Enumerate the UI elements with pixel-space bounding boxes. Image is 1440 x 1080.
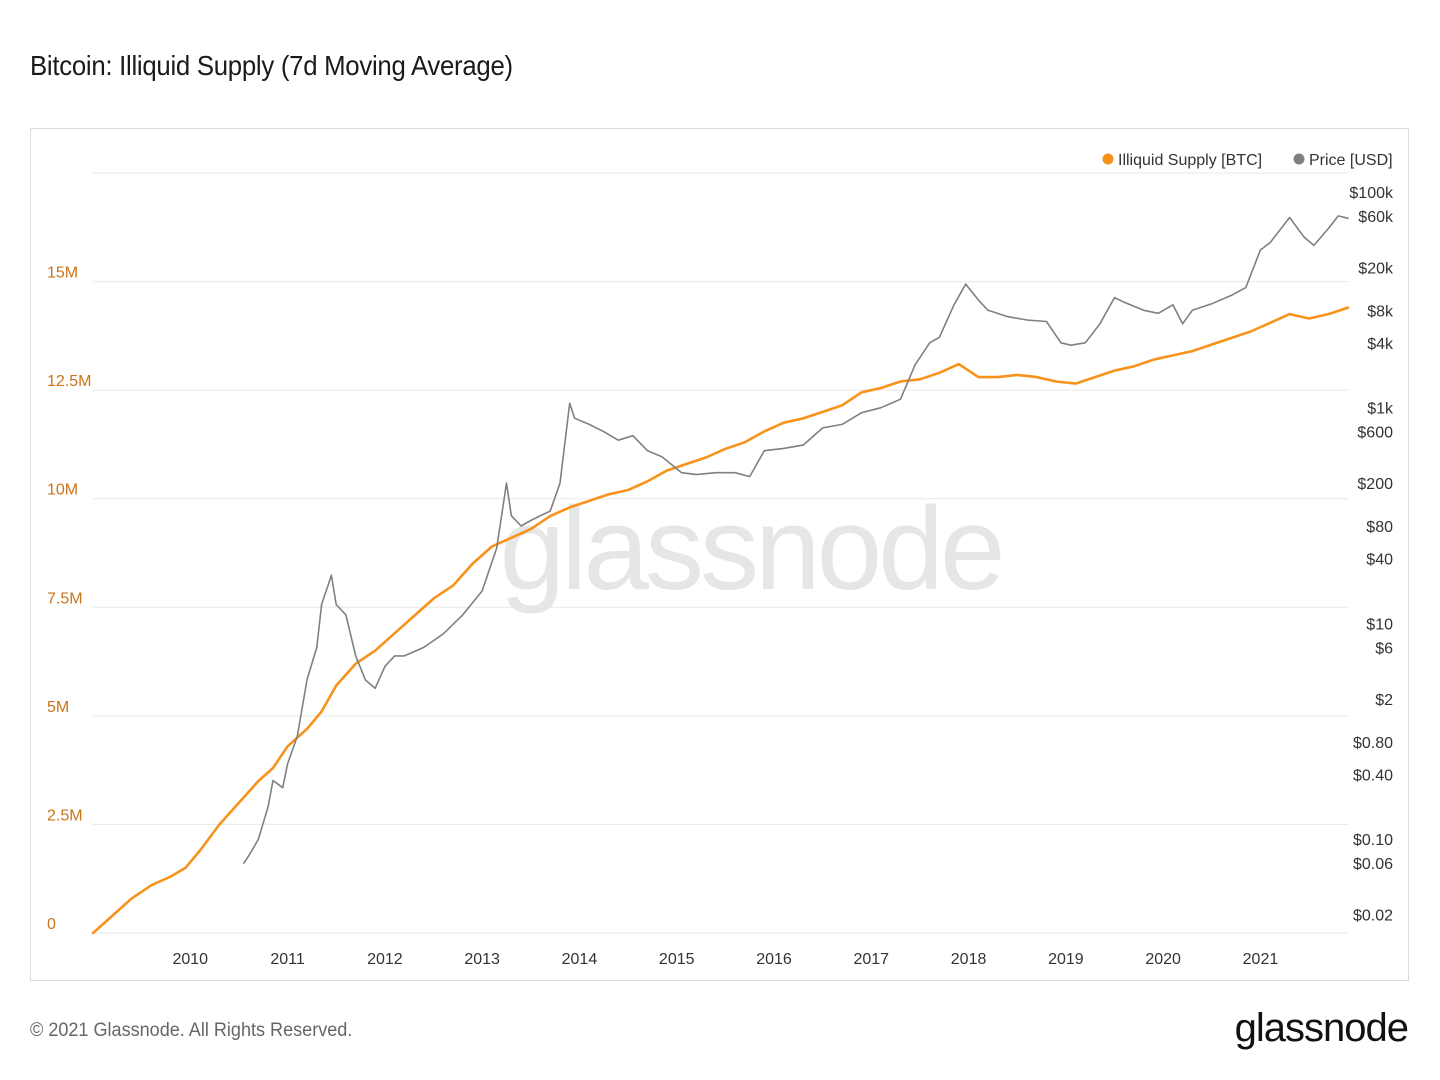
right-axis-tick-2: $0.10 [1353, 832, 1393, 849]
right-axis-tick-6: $6 [1375, 640, 1393, 657]
x-axis-tick-8: 2018 [951, 951, 987, 968]
x-axis-tick-6: 2016 [756, 951, 792, 968]
right-axis-tick-1: $0.06 [1353, 856, 1393, 873]
legend-marker-0 [1102, 153, 1114, 165]
right-axis-tick-11: $600 [1357, 425, 1393, 442]
chart-svg: glassnode 0 2.5M 5M 7.5M 10M 12.5M 15M $0.02 $0.0… [47, 152, 1394, 968]
chart-title: Bitcoin: Illiquid Supply (7d Moving Aver… [30, 50, 513, 81]
right-axis-tick-13: $4k [1367, 336, 1394, 353]
right-axis-tick-15: $20k [1358, 260, 1394, 277]
watermark-text: glassnode [500, 483, 1002, 615]
illiquid-supply-line [91, 306, 1350, 935]
copyright-text: © 2021 Glassnode. All Rights Reserved. [30, 1020, 353, 1041]
left-axis-tick-6: 15M [47, 265, 78, 282]
x-axis-tick-4: 2014 [562, 951, 598, 968]
price-line [243, 215, 1349, 864]
right-axis-tick-14: $8k [1367, 303, 1394, 320]
left-axis-tick-5: 12.5M [47, 373, 91, 390]
left-axis-tick-0: 0 [47, 916, 56, 933]
right-axis-tick-5: $2 [1375, 692, 1393, 709]
right-axis-tick-0: $0.02 [1353, 908, 1393, 925]
legend-label-1: Price [USD] [1309, 152, 1393, 169]
x-axis-tick-1: 2011 [270, 951, 305, 968]
legend-marker-1 [1293, 153, 1305, 165]
x-axis-tick-5: 2015 [659, 951, 695, 968]
right-axis-tick-17: $100k [1349, 185, 1394, 202]
x-axis-tick-2: 2012 [367, 951, 403, 968]
right-axis-tick-8: $40 [1366, 552, 1393, 569]
x-axis-tick-10: 2020 [1145, 951, 1181, 968]
left-axis-tick-2: 5M [47, 699, 69, 716]
right-axis-tick-4: $0.80 [1353, 735, 1393, 752]
left-axis-tick-4: 10M [47, 482, 78, 499]
chart-panel: glassnode 0 2.5M 5M 7.5M 10M 12.5M 15M $0.02 $0.0… [30, 128, 1409, 981]
left-axis-tick-3: 7.5M [47, 590, 83, 607]
x-axis-tick-9: 2019 [1048, 951, 1084, 968]
right-axis-tick-9: $80 [1366, 519, 1393, 536]
x-axis-tick-11: 2021 [1243, 951, 1279, 968]
glassnode-logo: glassnode [1234, 1006, 1409, 1050]
x-axis-tick-3: 2013 [464, 951, 500, 968]
right-axis-tick-3: $0.40 [1353, 767, 1393, 784]
legend-label-0: Illiquid Supply [BTC] [1118, 152, 1262, 169]
left-axis-tick-1: 2.5M [47, 807, 83, 824]
x-axis-tick-0: 2010 [172, 951, 208, 968]
right-axis-tick-16: $60k [1358, 209, 1394, 226]
x-axis-tick-7: 2017 [853, 951, 889, 968]
right-axis-tick-7: $10 [1366, 616, 1393, 633]
right-axis-tick-10: $200 [1357, 476, 1393, 493]
right-axis-tick-12: $1k [1367, 401, 1394, 418]
